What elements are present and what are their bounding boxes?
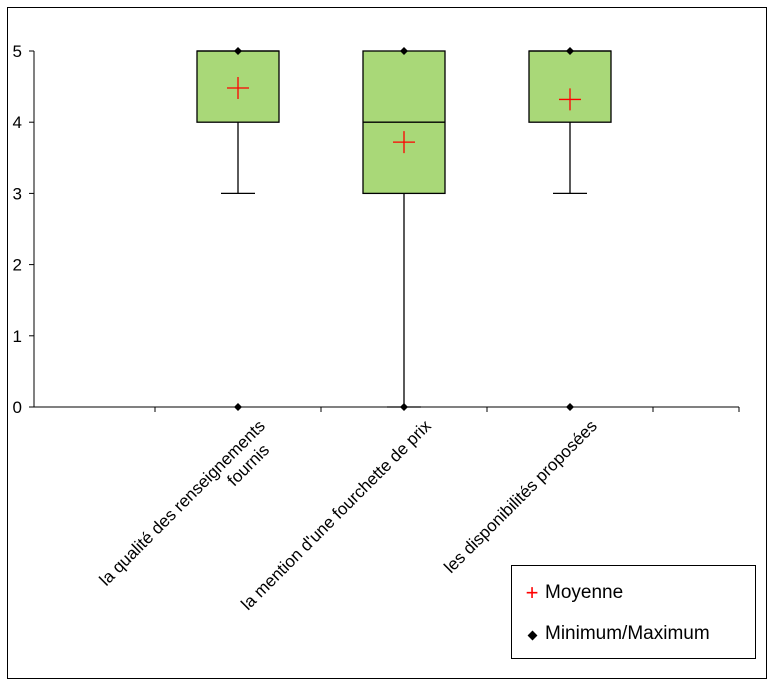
y-tick-label: 0 — [13, 398, 22, 417]
y-tick-label: 4 — [13, 113, 22, 132]
x-tick-label: les disponibilités proposées — [440, 416, 600, 576]
mean-marker — [393, 131, 415, 154]
mean-marker — [559, 88, 581, 111]
diamond-icon — [522, 623, 542, 645]
legend-item-mean: + Moyenne — [522, 580, 624, 605]
box-series — [196, 47, 612, 411]
max-marker — [400, 47, 408, 55]
box-rect — [528, 50, 612, 123]
x-tick-label-text: la mention d'une fourchette de prix — [237, 416, 435, 614]
y-axis: 0 1 2 3 4 5 — [13, 42, 35, 417]
max-marker — [234, 47, 242, 55]
y-tick-label: 3 — [13, 184, 22, 203]
y-tick-label: 2 — [13, 256, 22, 275]
legend-item-minmax: Minimum/Maximum — [522, 622, 710, 646]
box-2 — [362, 47, 446, 411]
x-tick-label-text: les disponibilités proposées — [440, 416, 600, 576]
y-tick-label: 5 — [13, 42, 22, 61]
x-tick-label: la qualité des renseignementsfournis — [96, 416, 283, 603]
legend-label-minmax: Minimum/Maximum — [545, 623, 710, 644]
box-3 — [528, 47, 612, 411]
mean-marker — [227, 77, 249, 100]
y-tick-label: 1 — [13, 327, 22, 346]
box-1 — [196, 47, 280, 411]
legend: + Moyenne Minimum/Maximum — [511, 565, 756, 659]
legend-label-mean: Moyenne — [545, 582, 624, 603]
plus-icon: + — [525, 580, 539, 605]
x-axis — [34, 406, 740, 412]
x-tick-label-text: la qualité des renseignementsfournis — [96, 416, 283, 603]
max-marker — [566, 47, 574, 55]
x-tick-label: la mention d'une fourchette de prix — [237, 416, 435, 614]
